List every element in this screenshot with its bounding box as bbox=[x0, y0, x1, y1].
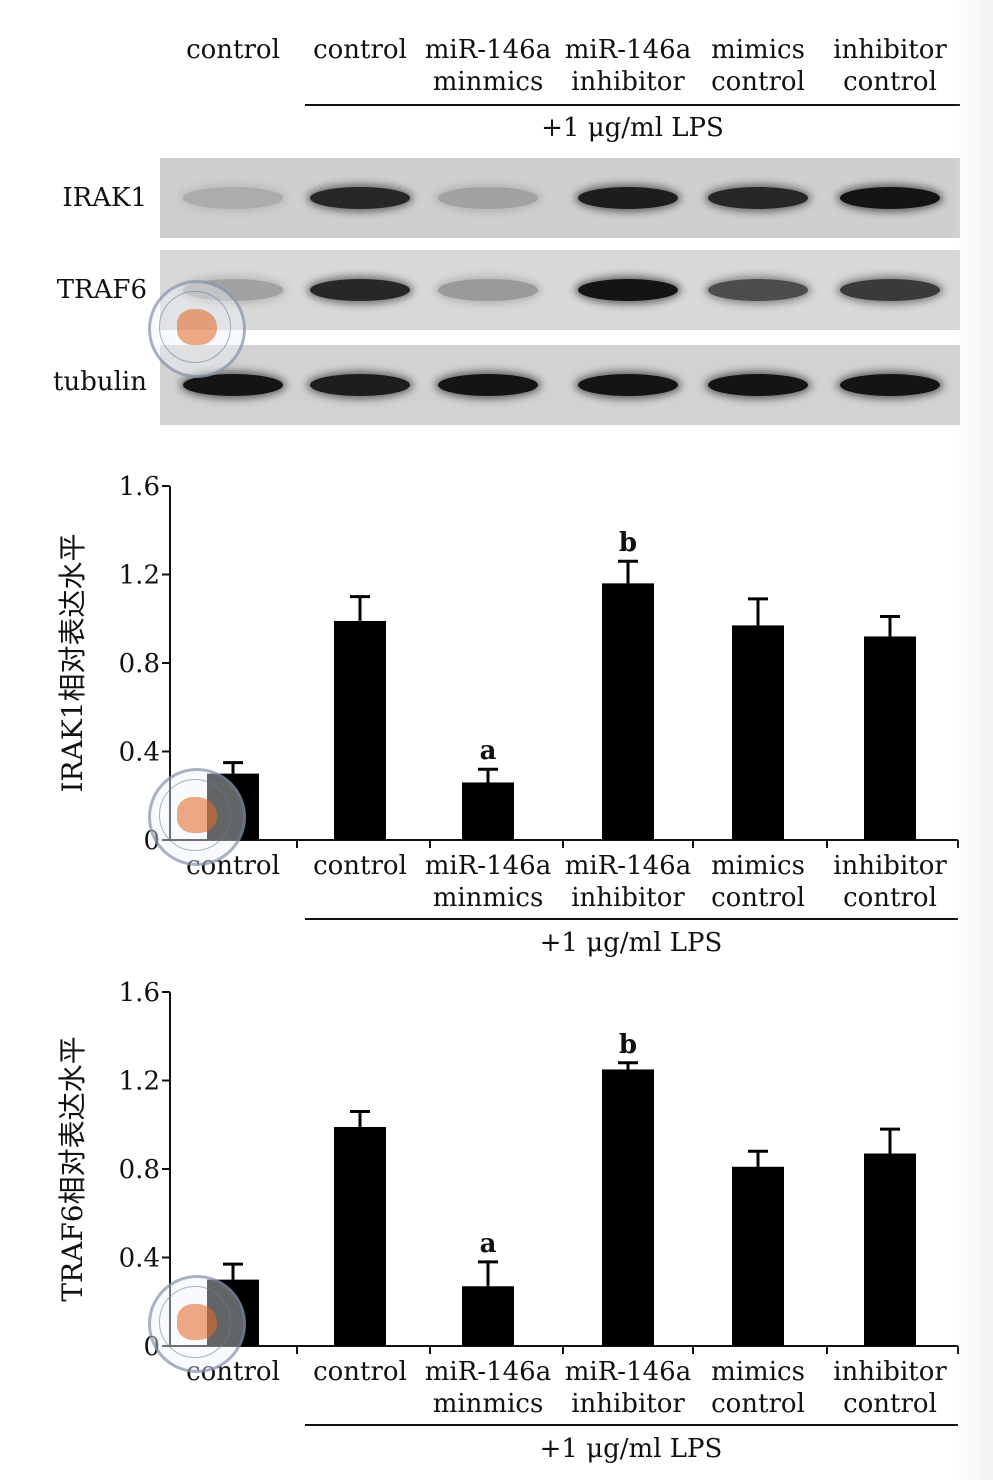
y-tick-label: 0.8 bbox=[119, 649, 160, 679]
significance-label: a bbox=[480, 1229, 497, 1259]
blot-band bbox=[310, 187, 410, 209]
bar bbox=[602, 583, 654, 840]
lps-label: +1 μg/ml LPS bbox=[540, 1434, 723, 1464]
blot-panel-tubulin bbox=[160, 345, 960, 425]
bar bbox=[334, 1126, 386, 1346]
blot-band bbox=[578, 374, 678, 396]
blot-band bbox=[310, 374, 410, 396]
lane-header: miR-146a inhibitor bbox=[564, 35, 692, 97]
lane-header: control bbox=[313, 35, 407, 65]
lps-label: +1 μg/ml LPS bbox=[541, 113, 724, 143]
blot-label-irak1: IRAK1 bbox=[62, 183, 147, 213]
bar bbox=[864, 636, 916, 840]
lane-header: inhibitor control bbox=[833, 35, 947, 97]
x-tick-label: miR-146a bbox=[425, 1357, 551, 1387]
bar bbox=[334, 620, 386, 840]
x-tick-label: miR-146a bbox=[565, 1357, 691, 1387]
lane-header: control bbox=[186, 35, 280, 65]
bar bbox=[462, 1286, 514, 1346]
lane-header: miR-146a minmics bbox=[424, 35, 552, 97]
western-blot-figure: control control miR-146a minmics miR-146a inh… bbox=[0, 0, 993, 440]
y-tick-label: 1.6 bbox=[119, 472, 160, 502]
y-tick-label: 1.2 bbox=[119, 561, 160, 591]
blot-band bbox=[183, 187, 283, 209]
x-tick-label: minmics bbox=[433, 1389, 544, 1419]
blot-band bbox=[578, 187, 678, 209]
blot-band bbox=[840, 187, 940, 209]
bar bbox=[732, 625, 784, 840]
lane-header: mimics control bbox=[711, 35, 805, 97]
x-tick-label: inhibitor bbox=[571, 883, 685, 913]
x-tick-label: miR-146a bbox=[425, 851, 551, 881]
blot-panel-traf6 bbox=[160, 250, 960, 330]
blot-band bbox=[438, 279, 538, 301]
x-tick-label: minmics bbox=[433, 883, 544, 913]
x-tick-label: mimics bbox=[711, 1357, 805, 1387]
x-tick-label: miR-146a bbox=[565, 851, 691, 881]
significance-label: a bbox=[480, 736, 497, 766]
blot-label-tubulin: tubulin bbox=[53, 367, 147, 397]
x-tick-label: control bbox=[711, 883, 805, 913]
x-tick-label: mimics bbox=[711, 851, 805, 881]
y-tick-label: 1.6 bbox=[119, 978, 160, 1008]
x-tick-label: control bbox=[843, 883, 937, 913]
lps-underline bbox=[305, 104, 960, 106]
significance-label: b bbox=[619, 1030, 637, 1060]
significance-label: b bbox=[619, 528, 637, 558]
blot-band bbox=[438, 187, 538, 209]
blot-panel-irak1 bbox=[160, 158, 960, 238]
blot-band bbox=[708, 187, 808, 209]
bar bbox=[462, 782, 514, 840]
association-seal-stamp bbox=[148, 1275, 246, 1373]
blot-band bbox=[840, 374, 940, 396]
watermark-strip bbox=[953, 0, 993, 1480]
lps-label: +1 μg/ml LPS bbox=[540, 928, 723, 958]
x-tick-label: control bbox=[313, 851, 407, 881]
x-tick-label: control bbox=[711, 1389, 805, 1419]
bar bbox=[864, 1153, 916, 1346]
x-tick-label: inhibitor bbox=[571, 1389, 685, 1419]
x-tick-label: control bbox=[843, 1389, 937, 1419]
y-axis-label: TRAF6相对表达水平 bbox=[56, 1036, 89, 1301]
association-seal-stamp bbox=[148, 768, 246, 866]
x-tick-label: inhibitor bbox=[833, 851, 947, 881]
bar bbox=[732, 1166, 784, 1346]
bar bbox=[602, 1069, 654, 1346]
y-tick-label: 0.8 bbox=[119, 1155, 160, 1185]
blot-band bbox=[310, 279, 410, 301]
blot-band bbox=[708, 374, 808, 396]
blot-band bbox=[840, 279, 940, 301]
blot-band bbox=[183, 374, 283, 396]
blot-band bbox=[438, 374, 538, 396]
x-tick-label: control bbox=[313, 1357, 407, 1387]
y-tick-label: 1.2 bbox=[119, 1067, 160, 1097]
x-tick-label: inhibitor bbox=[833, 1357, 947, 1387]
association-seal-stamp bbox=[148, 280, 246, 378]
y-axis-label: IRAK1相对表达水平 bbox=[56, 533, 89, 792]
blot-band bbox=[708, 279, 808, 301]
blot-label-traf6: TRAF6 bbox=[56, 275, 147, 305]
y-tick-label: 0.4 bbox=[119, 1244, 160, 1274]
blot-band bbox=[578, 279, 678, 301]
y-tick-label: 0.4 bbox=[119, 738, 160, 768]
